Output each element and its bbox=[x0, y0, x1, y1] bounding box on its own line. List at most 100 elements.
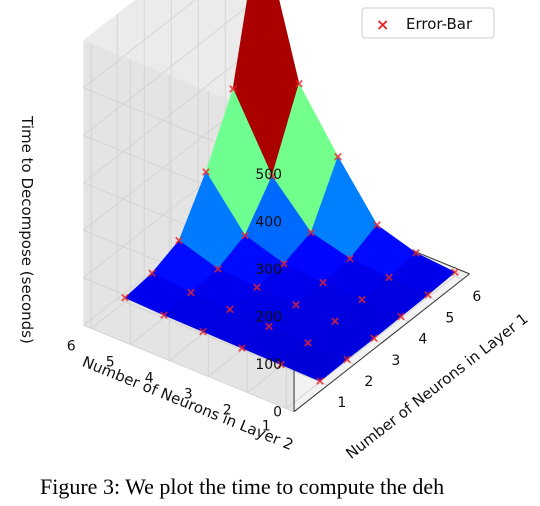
z-tick-label: 0 bbox=[273, 405, 282, 421]
marker-stroke bbox=[307, 228, 315, 237]
error-marker bbox=[280, 259, 288, 268]
legend-label: Error-Bar bbox=[406, 15, 473, 33]
error-marker bbox=[121, 293, 129, 302]
z-tick-label: 100 bbox=[255, 357, 282, 373]
x-tick-label: 2 bbox=[364, 374, 373, 390]
grid-line bbox=[286, 270, 462, 409]
x-tick-label: 4 bbox=[418, 332, 427, 348]
error-marker bbox=[265, 322, 273, 331]
error-marker bbox=[343, 355, 351, 364]
marker-stroke bbox=[358, 295, 366, 304]
z-tick-label: 400 bbox=[255, 215, 282, 231]
error-marker bbox=[304, 339, 312, 347]
marker-stroke bbox=[199, 327, 207, 336]
error-marker bbox=[199, 327, 207, 336]
error-marker bbox=[397, 312, 405, 321]
marker-stroke bbox=[451, 268, 459, 277]
y-tick-label: 1 bbox=[262, 419, 271, 435]
marker-stroke bbox=[304, 339, 312, 347]
legend: × Error-Bar bbox=[361, 7, 495, 39]
marker-stroke bbox=[226, 305, 234, 314]
marker-stroke bbox=[316, 377, 324, 385]
error-marker bbox=[277, 360, 285, 369]
z-axis-label: Time to Decompose (seconds) bbox=[18, 115, 36, 344]
error-marker bbox=[187, 288, 195, 297]
marker-stroke bbox=[238, 344, 246, 352]
marker-stroke bbox=[148, 269, 156, 278]
marker-stroke bbox=[121, 293, 129, 302]
x-tick-label: 5 bbox=[445, 310, 454, 326]
legend-marker: × bbox=[376, 15, 389, 34]
z-tick-label: 200 bbox=[255, 310, 282, 326]
error-marker bbox=[451, 268, 459, 277]
y-tick-label: 5 bbox=[106, 355, 115, 371]
error-marker bbox=[307, 228, 315, 237]
marker-stroke bbox=[214, 265, 222, 273]
z-tick-label: 500 bbox=[255, 167, 282, 183]
x-tick-label: 1 bbox=[337, 395, 346, 411]
error-marker bbox=[268, 172, 276, 181]
marker-stroke bbox=[280, 259, 288, 268]
marker-stroke bbox=[229, 85, 237, 93]
grid-line bbox=[83, 0, 196, 89]
marker-stroke bbox=[373, 221, 381, 229]
error-marker bbox=[370, 334, 378, 343]
grid-line bbox=[117, 298, 328, 386]
error-marker bbox=[295, 79, 303, 88]
marker-stroke bbox=[241, 231, 249, 240]
error-marker bbox=[331, 317, 339, 326]
error-marker bbox=[334, 152, 342, 161]
marker-stroke bbox=[292, 300, 300, 309]
marker-stroke bbox=[253, 283, 261, 292]
error-marker bbox=[238, 344, 246, 352]
marker-stroke bbox=[175, 236, 183, 245]
grid-line bbox=[83, 44, 260, 184]
marker-stroke bbox=[334, 152, 342, 161]
marker-stroke bbox=[187, 288, 195, 297]
grid-line bbox=[83, 0, 257, 136]
error-marker bbox=[385, 273, 393, 282]
marker-stroke bbox=[424, 290, 432, 299]
y-tick-label: 6 bbox=[67, 339, 76, 355]
error-marker bbox=[424, 290, 432, 299]
axis-line bbox=[293, 273, 470, 413]
error-marker bbox=[226, 305, 234, 314]
marker-stroke bbox=[343, 355, 351, 364]
z-tick-label: 300 bbox=[255, 262, 282, 278]
error-marker bbox=[214, 265, 222, 273]
error-marker bbox=[229, 85, 237, 93]
grid-line bbox=[83, 324, 295, 413]
error-marker bbox=[373, 221, 381, 229]
error-marker bbox=[241, 231, 249, 240]
marker-stroke bbox=[397, 312, 405, 321]
y-tick-label: 4 bbox=[145, 371, 154, 387]
error-marker bbox=[358, 295, 366, 304]
error-marker bbox=[316, 377, 324, 385]
x-tick-label: 3 bbox=[391, 353, 400, 369]
tick-labels: 0 100 200 300 400 500 1 2 3 4 5 6 1 2 3 4 5 6 bbox=[67, 167, 482, 434]
marker-stroke bbox=[277, 360, 285, 369]
marker-stroke bbox=[202, 168, 210, 176]
marker-stroke bbox=[295, 79, 303, 88]
legend-box bbox=[361, 7, 495, 39]
error-marker bbox=[160, 311, 168, 319]
error-markers bbox=[121, 79, 459, 385]
marker-stroke bbox=[385, 273, 393, 282]
error-marker bbox=[346, 254, 354, 263]
marker-stroke bbox=[346, 254, 354, 263]
marker-stroke bbox=[319, 278, 327, 287]
surface bbox=[124, 0, 456, 382]
figure-caption: Figure 3: We plot the time to compute th… bbox=[40, 474, 445, 499]
error-marker bbox=[412, 249, 420, 257]
marker-stroke bbox=[265, 322, 273, 331]
error-marker bbox=[253, 283, 261, 292]
marker-stroke bbox=[268, 172, 276, 181]
marker-stroke bbox=[331, 317, 339, 326]
error-marker bbox=[202, 168, 210, 176]
error-marker bbox=[175, 236, 183, 245]
error-marker bbox=[292, 300, 300, 309]
marker-stroke bbox=[412, 249, 420, 257]
y-tick-label: 3 bbox=[184, 387, 193, 403]
error-marker bbox=[319, 278, 327, 287]
